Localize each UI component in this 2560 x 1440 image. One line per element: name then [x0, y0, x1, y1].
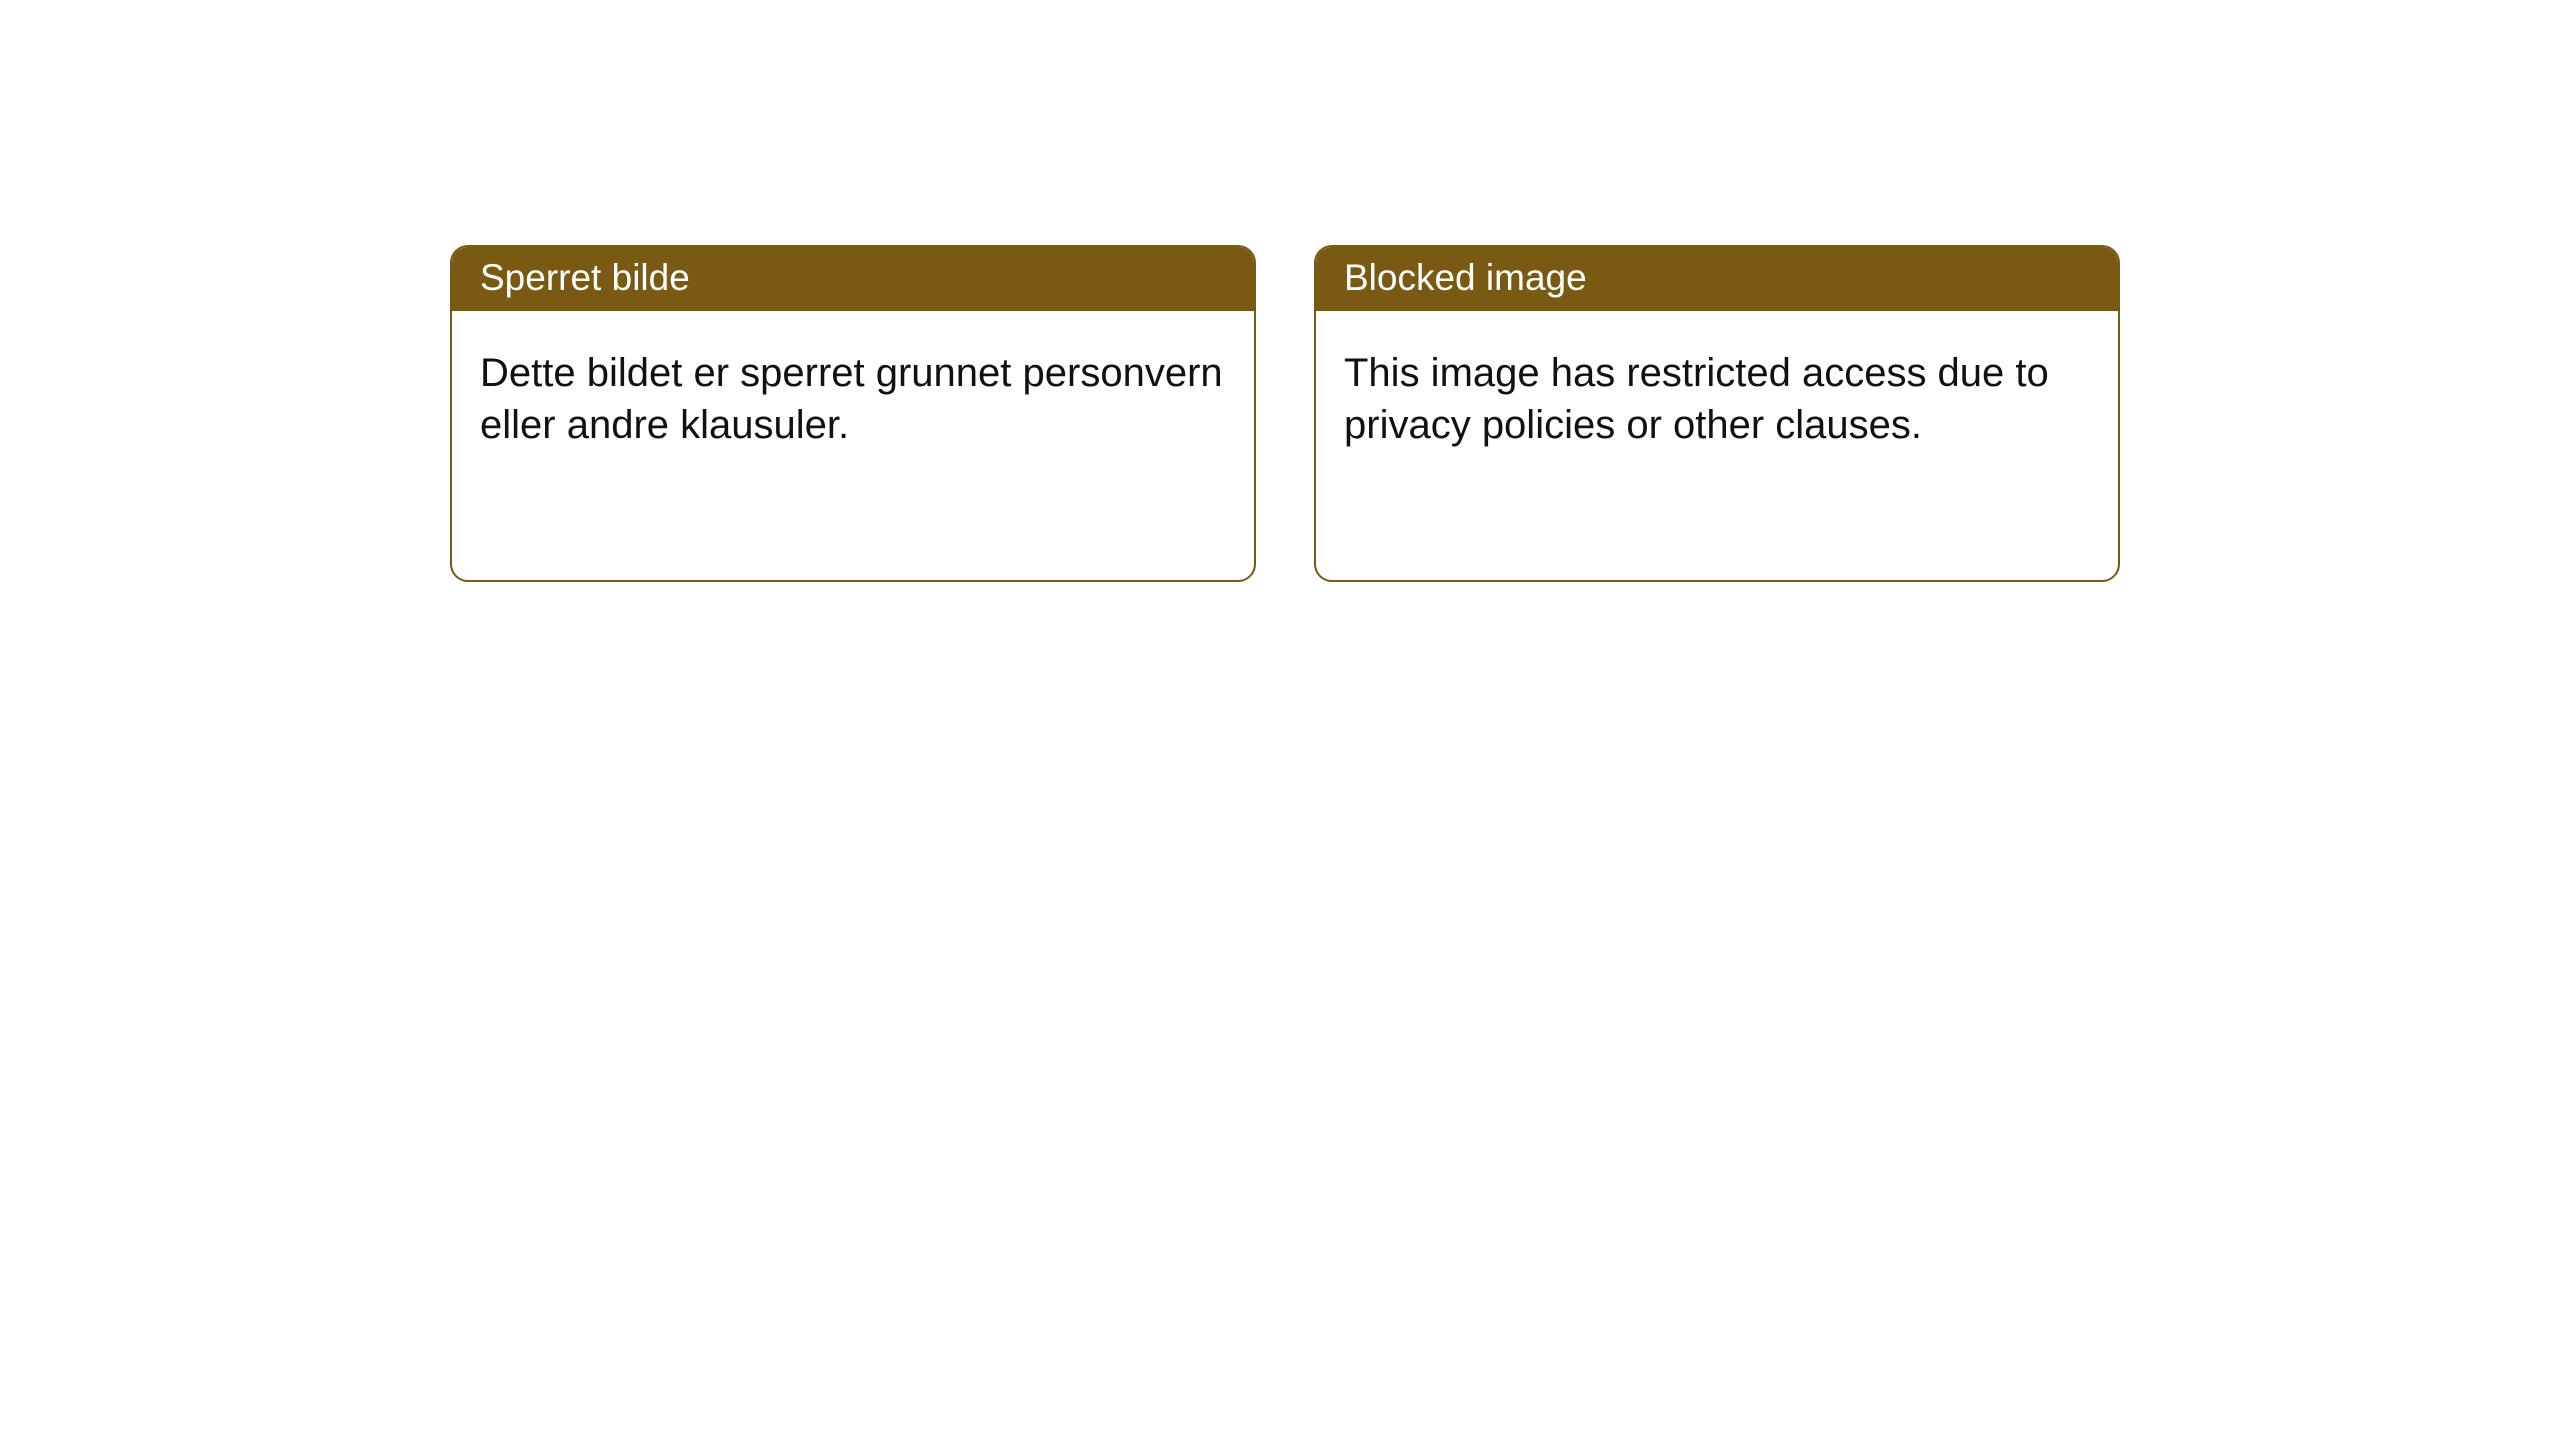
card-body-english: This image has restricted access due to …: [1316, 311, 2118, 479]
card-message: Dette bildet er sperret grunnet personve…: [480, 351, 1223, 447]
card-body-norwegian: Dette bildet er sperret grunnet personve…: [452, 311, 1254, 479]
card-header-norwegian: Sperret bilde: [452, 247, 1254, 311]
card-title: Blocked image: [1344, 257, 1587, 298]
notice-container: Sperret bilde Dette bildet er sperret gr…: [0, 0, 2560, 582]
card-title: Sperret bilde: [480, 257, 690, 298]
blocked-image-card-norwegian: Sperret bilde Dette bildet er sperret gr…: [450, 245, 1256, 582]
card-header-english: Blocked image: [1316, 247, 2118, 311]
card-message: This image has restricted access due to …: [1344, 351, 2049, 447]
blocked-image-card-english: Blocked image This image has restricted …: [1314, 245, 2120, 582]
